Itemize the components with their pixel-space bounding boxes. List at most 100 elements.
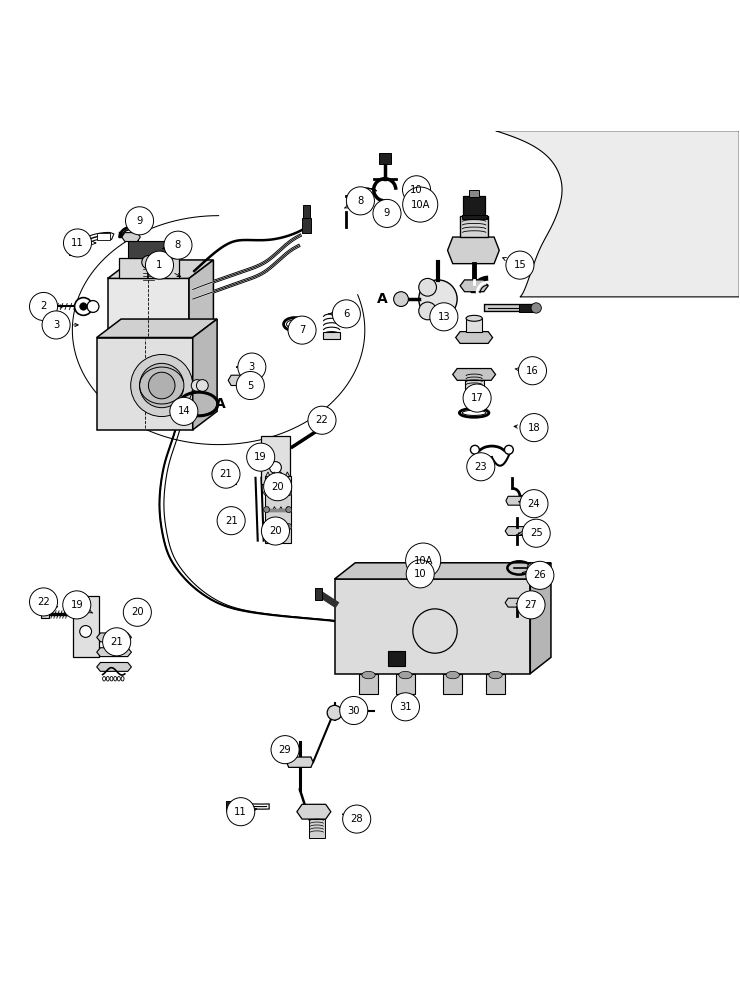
Text: 22: 22 xyxy=(316,415,329,425)
Circle shape xyxy=(506,251,534,279)
Text: 8: 8 xyxy=(357,196,363,206)
Circle shape xyxy=(126,207,154,235)
Text: 27: 27 xyxy=(525,600,537,610)
Circle shape xyxy=(419,280,457,318)
Circle shape xyxy=(164,231,192,259)
Circle shape xyxy=(80,626,92,637)
Text: 24: 24 xyxy=(528,499,540,509)
Polygon shape xyxy=(279,472,283,476)
Polygon shape xyxy=(334,579,531,674)
Bar xyxy=(469,190,480,197)
Bar xyxy=(462,215,487,219)
Circle shape xyxy=(149,372,175,399)
Polygon shape xyxy=(285,490,289,494)
Circle shape xyxy=(75,298,92,315)
Polygon shape xyxy=(266,524,270,528)
Circle shape xyxy=(140,363,184,408)
Circle shape xyxy=(525,527,534,535)
Bar xyxy=(460,216,488,237)
Circle shape xyxy=(332,300,360,328)
Circle shape xyxy=(146,251,173,279)
Text: 10: 10 xyxy=(410,185,423,195)
Polygon shape xyxy=(531,563,551,674)
Bar xyxy=(45,304,53,309)
Text: 16: 16 xyxy=(526,366,539,376)
Text: 9: 9 xyxy=(384,208,390,218)
Circle shape xyxy=(170,397,198,425)
Text: 25: 25 xyxy=(530,528,542,538)
Circle shape xyxy=(246,443,275,471)
Circle shape xyxy=(196,380,208,391)
Circle shape xyxy=(80,303,87,310)
Text: 23: 23 xyxy=(474,462,487,472)
Circle shape xyxy=(87,301,99,312)
Circle shape xyxy=(30,292,58,321)
Circle shape xyxy=(269,462,281,473)
Text: 20: 20 xyxy=(272,482,284,492)
Text: 14: 14 xyxy=(178,406,190,416)
Bar xyxy=(396,674,415,694)
Circle shape xyxy=(327,705,342,720)
Bar xyxy=(359,674,378,694)
Text: 1: 1 xyxy=(156,260,163,270)
Bar xyxy=(97,233,110,240)
Circle shape xyxy=(406,543,441,578)
Text: 10A: 10A xyxy=(414,556,433,566)
Bar xyxy=(303,205,310,218)
Polygon shape xyxy=(460,280,488,292)
Circle shape xyxy=(467,453,495,481)
Circle shape xyxy=(526,561,554,589)
Circle shape xyxy=(263,507,269,513)
Bar xyxy=(465,380,484,389)
Circle shape xyxy=(286,524,292,530)
Circle shape xyxy=(286,507,292,513)
Bar xyxy=(70,241,81,255)
Circle shape xyxy=(238,353,266,381)
Polygon shape xyxy=(496,131,739,297)
Circle shape xyxy=(103,628,131,656)
Circle shape xyxy=(271,736,299,764)
Polygon shape xyxy=(272,507,277,511)
Text: 21: 21 xyxy=(225,516,238,526)
Circle shape xyxy=(30,588,58,616)
Circle shape xyxy=(505,445,514,454)
Text: 18: 18 xyxy=(528,423,540,433)
Bar xyxy=(323,332,340,339)
Circle shape xyxy=(520,414,548,442)
Text: 11: 11 xyxy=(235,807,247,817)
Text: 15: 15 xyxy=(514,260,526,270)
Ellipse shape xyxy=(399,671,412,679)
Polygon shape xyxy=(265,476,291,491)
Circle shape xyxy=(519,357,547,385)
Circle shape xyxy=(463,384,491,412)
Ellipse shape xyxy=(446,671,460,679)
Text: 7: 7 xyxy=(299,325,305,335)
Circle shape xyxy=(531,303,542,313)
Polygon shape xyxy=(297,804,331,819)
Circle shape xyxy=(42,311,70,339)
Polygon shape xyxy=(285,472,289,476)
Polygon shape xyxy=(285,524,289,528)
Text: 10: 10 xyxy=(414,569,426,579)
Circle shape xyxy=(522,519,551,547)
Bar xyxy=(302,218,311,233)
Bar xyxy=(73,596,99,657)
Polygon shape xyxy=(108,278,189,338)
Polygon shape xyxy=(505,527,530,535)
Bar xyxy=(309,819,325,838)
Polygon shape xyxy=(456,332,493,343)
Circle shape xyxy=(263,490,269,496)
Circle shape xyxy=(226,798,255,826)
Circle shape xyxy=(403,187,438,222)
Bar xyxy=(519,304,536,312)
Circle shape xyxy=(406,560,434,588)
Circle shape xyxy=(263,524,269,530)
Circle shape xyxy=(308,406,336,434)
Circle shape xyxy=(430,303,458,331)
Polygon shape xyxy=(97,648,132,657)
Text: A: A xyxy=(215,397,226,411)
Text: 30: 30 xyxy=(348,706,360,716)
Bar xyxy=(486,674,505,694)
Text: 28: 28 xyxy=(351,814,363,824)
Text: 21: 21 xyxy=(110,637,123,647)
